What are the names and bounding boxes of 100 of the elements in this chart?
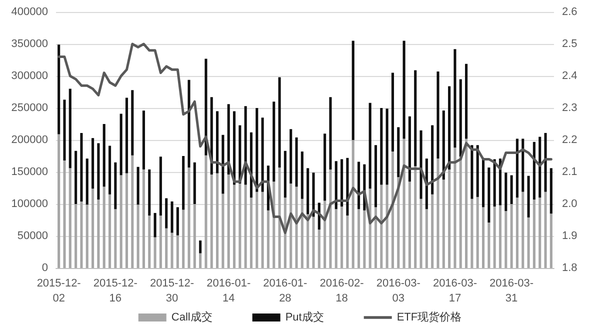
bar bbox=[188, 80, 190, 168]
bar bbox=[222, 194, 224, 268]
bar bbox=[86, 204, 88, 268]
y-tick-label: 250000 bbox=[11, 102, 48, 114]
bar bbox=[142, 110, 145, 170]
bar bbox=[550, 168, 552, 214]
bar bbox=[442, 110, 445, 180]
bar bbox=[544, 192, 547, 268]
bar bbox=[550, 214, 552, 268]
bar bbox=[408, 182, 411, 268]
bar bbox=[504, 211, 508, 268]
bar bbox=[142, 169, 145, 268]
bar bbox=[176, 235, 179, 268]
bar bbox=[488, 222, 490, 268]
bar bbox=[86, 158, 88, 205]
bar bbox=[357, 209, 360, 268]
bar bbox=[346, 158, 349, 216]
bar bbox=[125, 173, 128, 268]
bar bbox=[278, 77, 281, 168]
bar bbox=[391, 72, 394, 152]
y-tick-label: 0 bbox=[42, 262, 48, 274]
x-tick-label: 2016-01-28 bbox=[263, 278, 308, 304]
bar bbox=[58, 134, 60, 268]
bar bbox=[527, 217, 530, 268]
bar bbox=[527, 176, 530, 218]
bar bbox=[516, 138, 518, 198]
bar bbox=[232, 184, 236, 268]
bar bbox=[340, 206, 344, 268]
y2-tick-label: 1.9 bbox=[562, 230, 578, 242]
bar bbox=[470, 198, 474, 268]
y2-tick-label: 2.5 bbox=[562, 38, 578, 50]
bar bbox=[244, 184, 247, 268]
bar bbox=[470, 145, 474, 199]
bar bbox=[182, 156, 185, 210]
y2-tick-label: 2.6 bbox=[562, 6, 578, 18]
bar bbox=[488, 168, 490, 223]
bar bbox=[532, 142, 536, 200]
bar bbox=[290, 184, 292, 268]
y2-tick-label: 1.8 bbox=[562, 262, 578, 274]
bar bbox=[238, 184, 242, 268]
bar bbox=[493, 159, 496, 207]
bar bbox=[482, 207, 485, 268]
bar bbox=[193, 204, 196, 268]
bar bbox=[357, 162, 360, 210]
bar bbox=[92, 188, 94, 268]
y2-tick-label: 2.3 bbox=[562, 102, 578, 114]
bar bbox=[380, 184, 383, 268]
bar bbox=[102, 124, 106, 187]
bar bbox=[148, 169, 151, 216]
bar bbox=[334, 161, 338, 210]
bar bbox=[374, 145, 378, 208]
bar bbox=[216, 173, 219, 268]
bar bbox=[459, 156, 462, 268]
bar bbox=[204, 155, 208, 268]
bar bbox=[136, 204, 140, 268]
bar bbox=[165, 228, 168, 268]
bar bbox=[272, 102, 276, 182]
bar bbox=[227, 174, 230, 268]
bar bbox=[165, 198, 168, 228]
bar bbox=[108, 194, 112, 268]
bar bbox=[425, 209, 428, 268]
bar bbox=[510, 175, 513, 204]
bar bbox=[120, 114, 122, 176]
bar bbox=[442, 180, 445, 268]
bar bbox=[522, 138, 524, 192]
bar bbox=[436, 72, 440, 159]
x-tick-label: 2016-03-17 bbox=[432, 278, 478, 304]
bar bbox=[324, 200, 326, 268]
bar bbox=[199, 253, 202, 268]
bar bbox=[131, 155, 134, 268]
bar bbox=[80, 201, 83, 268]
x-tick-label: 2016-03-03 bbox=[376, 278, 421, 304]
bar bbox=[222, 134, 224, 194]
bar bbox=[290, 129, 292, 184]
bar bbox=[324, 134, 326, 201]
bar bbox=[295, 137, 298, 187]
bar bbox=[334, 209, 338, 268]
bar bbox=[159, 216, 162, 268]
bar bbox=[522, 192, 524, 268]
bar bbox=[329, 169, 332, 268]
bar bbox=[300, 198, 304, 268]
bar bbox=[182, 210, 185, 268]
bar bbox=[538, 198, 542, 268]
bar bbox=[210, 174, 213, 268]
bar bbox=[363, 210, 366, 268]
bar bbox=[63, 160, 66, 268]
bar bbox=[538, 136, 542, 198]
bar bbox=[431, 194, 434, 268]
bar bbox=[170, 201, 174, 233]
bar bbox=[114, 162, 117, 210]
bar bbox=[510, 204, 513, 268]
bar bbox=[312, 216, 315, 268]
y-tick-label: 100000 bbox=[11, 198, 48, 210]
bar bbox=[386, 184, 388, 268]
bar bbox=[516, 198, 518, 268]
bar bbox=[266, 210, 270, 268]
bar bbox=[92, 138, 94, 189]
bar bbox=[278, 168, 281, 268]
bar bbox=[402, 138, 406, 268]
bar bbox=[476, 196, 479, 268]
